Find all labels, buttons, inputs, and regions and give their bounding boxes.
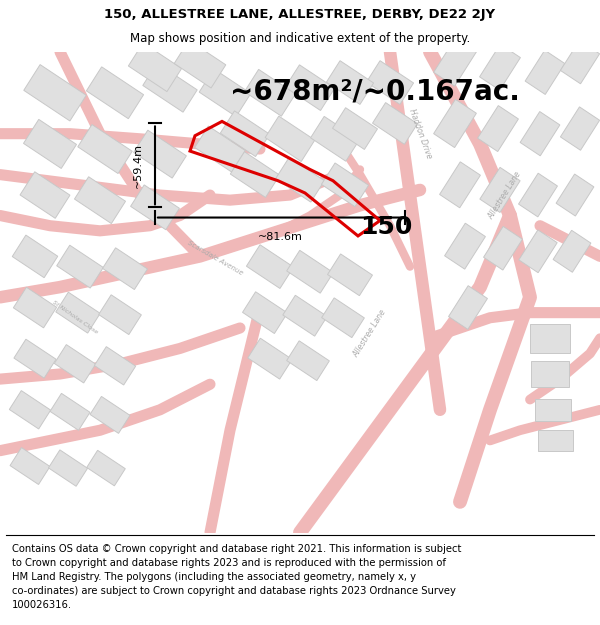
Polygon shape (478, 106, 518, 151)
Polygon shape (230, 152, 280, 198)
Text: Scarsdale Avenue: Scarsdale Avenue (187, 240, 244, 277)
Polygon shape (283, 295, 327, 336)
Polygon shape (90, 396, 130, 433)
Polygon shape (174, 41, 226, 88)
Polygon shape (55, 344, 95, 383)
Text: Map shows position and indicative extent of the property.: Map shows position and indicative extent… (130, 32, 470, 46)
Text: Allestree Lane: Allestree Lane (352, 308, 388, 359)
Text: St Nicholas Close: St Nicholas Close (52, 300, 98, 336)
Polygon shape (445, 223, 485, 269)
Polygon shape (275, 158, 325, 202)
Polygon shape (24, 64, 86, 121)
Polygon shape (134, 130, 187, 178)
Text: 150: 150 (360, 216, 412, 239)
Polygon shape (322, 163, 368, 207)
Polygon shape (265, 116, 315, 161)
Polygon shape (242, 292, 287, 334)
Polygon shape (484, 226, 523, 270)
Polygon shape (131, 185, 179, 230)
Polygon shape (87, 450, 125, 486)
Text: ~59.4m: ~59.4m (133, 143, 143, 188)
Text: Allestree Lane: Allestree Lane (487, 169, 523, 221)
Polygon shape (311, 116, 359, 161)
Polygon shape (287, 341, 329, 381)
Text: Haddon Drive: Haddon Drive (407, 107, 433, 160)
Polygon shape (78, 124, 132, 174)
Text: 150, ALLESTREE LANE, ALLESTREE, DERBY, DE22 2JY: 150, ALLESTREE LANE, ALLESTREE, DERBY, D… (104, 8, 496, 21)
Polygon shape (434, 38, 476, 86)
Polygon shape (535, 399, 571, 421)
Polygon shape (322, 298, 364, 338)
Polygon shape (244, 69, 296, 116)
Polygon shape (520, 112, 560, 156)
Polygon shape (50, 393, 90, 430)
Polygon shape (14, 339, 56, 378)
Polygon shape (248, 338, 292, 379)
Polygon shape (49, 450, 88, 486)
Polygon shape (538, 430, 572, 451)
Polygon shape (23, 119, 76, 169)
Polygon shape (434, 99, 476, 148)
Polygon shape (531, 361, 569, 387)
Polygon shape (94, 347, 136, 385)
Polygon shape (199, 69, 251, 117)
Polygon shape (56, 245, 103, 288)
Polygon shape (479, 44, 520, 90)
Polygon shape (86, 67, 143, 119)
Polygon shape (328, 254, 373, 296)
Text: ~678m²/~0.167ac.: ~678m²/~0.167ac. (230, 77, 520, 105)
Polygon shape (560, 41, 599, 84)
Polygon shape (480, 168, 520, 212)
Text: Contains OS data © Crown copyright and database right 2021. This information is : Contains OS data © Crown copyright and d… (12, 544, 461, 609)
Polygon shape (373, 102, 418, 144)
Polygon shape (286, 65, 335, 111)
Polygon shape (367, 61, 413, 104)
Polygon shape (128, 43, 182, 92)
Polygon shape (518, 173, 557, 217)
Polygon shape (20, 172, 70, 218)
Polygon shape (553, 230, 591, 272)
Polygon shape (525, 50, 565, 94)
Polygon shape (98, 295, 142, 334)
Polygon shape (143, 63, 197, 112)
Polygon shape (449, 286, 487, 329)
Polygon shape (195, 126, 245, 172)
Polygon shape (247, 245, 293, 289)
Text: ~81.6m: ~81.6m (257, 232, 302, 242)
Polygon shape (332, 107, 377, 149)
Polygon shape (12, 235, 58, 278)
Polygon shape (519, 230, 557, 272)
Polygon shape (287, 250, 334, 293)
Polygon shape (103, 248, 148, 289)
Polygon shape (326, 61, 374, 104)
Polygon shape (10, 448, 50, 484)
Polygon shape (13, 288, 56, 328)
Polygon shape (556, 174, 594, 216)
Polygon shape (56, 292, 100, 333)
Polygon shape (530, 324, 570, 352)
Polygon shape (74, 177, 125, 224)
Polygon shape (560, 107, 599, 150)
Polygon shape (440, 162, 481, 208)
Polygon shape (10, 391, 50, 429)
Polygon shape (220, 111, 269, 156)
